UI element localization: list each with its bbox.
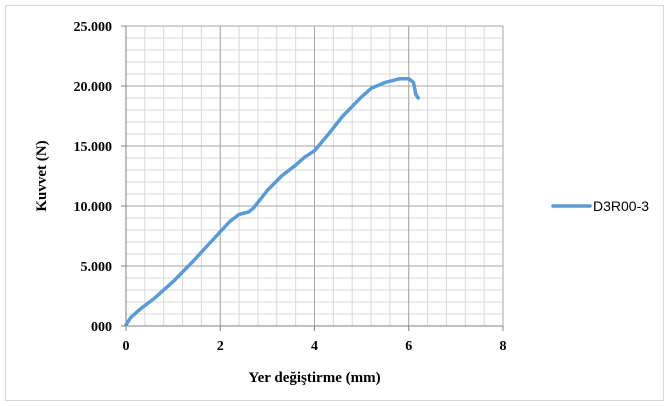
axes: [121, 25, 504, 331]
y-tick-label: 20.000: [74, 80, 113, 95]
x-tick-label: 0: [123, 339, 130, 354]
legend-label: D3R00-3: [593, 198, 649, 214]
x-tick-labels: 0 2 4 6 8: [123, 339, 507, 354]
y-tick-label: 25.000: [74, 20, 113, 35]
chart-frame: [5, 5, 664, 401]
y-tick-label: 5.000: [81, 260, 113, 275]
y-axis-title: Kuvvet (N): [34, 140, 50, 211]
x-tick-label: 2: [217, 339, 224, 354]
series-layer: [124, 77, 420, 327]
x-tick-label: 6: [405, 339, 412, 354]
y-tick-label: 10.000: [74, 200, 113, 215]
y-tick-label: 000: [91, 320, 112, 335]
x-axis-title: Yer değiştirme (mm): [248, 370, 380, 386]
series-line: [124, 77, 420, 327]
legend: D3R00-3: [551, 198, 649, 214]
x-tick-label: 8: [500, 339, 507, 354]
x-tick-label: 4: [311, 339, 318, 354]
y-tick-label: 15.000: [74, 140, 113, 155]
y-tick-labels: 000 5.000 10.000 15.000 20.000 25.000: [74, 20, 113, 335]
